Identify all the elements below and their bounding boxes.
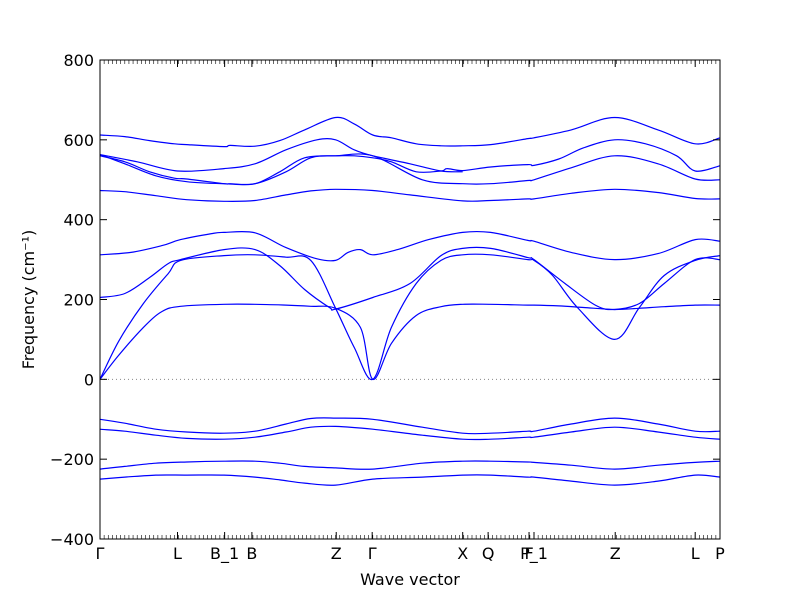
band-line-3 xyxy=(99,425,721,441)
minor-ticks xyxy=(99,60,721,539)
x-tick-label: L xyxy=(173,544,182,563)
band-line-13 xyxy=(99,138,463,173)
x-tick-label: L xyxy=(691,544,700,563)
band-line-12 xyxy=(99,116,721,148)
x-tick-label: X xyxy=(457,544,468,563)
band-line-2 xyxy=(99,460,721,470)
x-tick-label: B_1 xyxy=(210,544,239,564)
y-tick-label: −200 xyxy=(50,450,94,469)
x-tick-label: Γ xyxy=(368,544,377,563)
x-tick-label: B xyxy=(246,544,257,563)
plot-frame xyxy=(99,59,721,540)
x-tick-label: P_1 xyxy=(520,544,548,564)
y-tick-label: 400 xyxy=(63,211,94,230)
y-tick-label: 0 xyxy=(84,370,94,389)
band-lines xyxy=(99,116,721,486)
y-tick-label: −400 xyxy=(50,530,94,549)
x-tick-label: Γ xyxy=(96,544,105,563)
band-line-8 xyxy=(99,230,721,262)
band-line-1 xyxy=(99,474,721,486)
x-tick-label: Z xyxy=(610,544,621,563)
band-line-4 xyxy=(99,417,721,435)
y-axis-label: Frequency (cm⁻¹) xyxy=(19,230,38,369)
band-line-5 xyxy=(99,303,721,380)
x-tick-label: F xyxy=(524,544,533,563)
y-axis-ticks: −400 −200 0 200 400 600 800 xyxy=(50,51,720,549)
x-tick-label: P xyxy=(715,544,725,563)
x-axis-label: Wave vector xyxy=(360,570,460,589)
x-tick-label: Z xyxy=(331,544,342,563)
band-line-9 xyxy=(99,188,721,202)
x-tick-label: Q xyxy=(482,544,495,563)
band-line-10 xyxy=(99,153,721,186)
band-line-11 xyxy=(99,139,721,186)
y-tick-label: 200 xyxy=(63,291,94,310)
x-axis-ticks: Γ L B_1 B Z Γ X Q FP_1 Z L P xyxy=(96,60,725,564)
band-line-7 xyxy=(99,246,721,311)
y-tick-label: 600 xyxy=(63,131,94,150)
band-line-6 xyxy=(99,253,721,380)
y-tick-label: 800 xyxy=(63,51,94,70)
